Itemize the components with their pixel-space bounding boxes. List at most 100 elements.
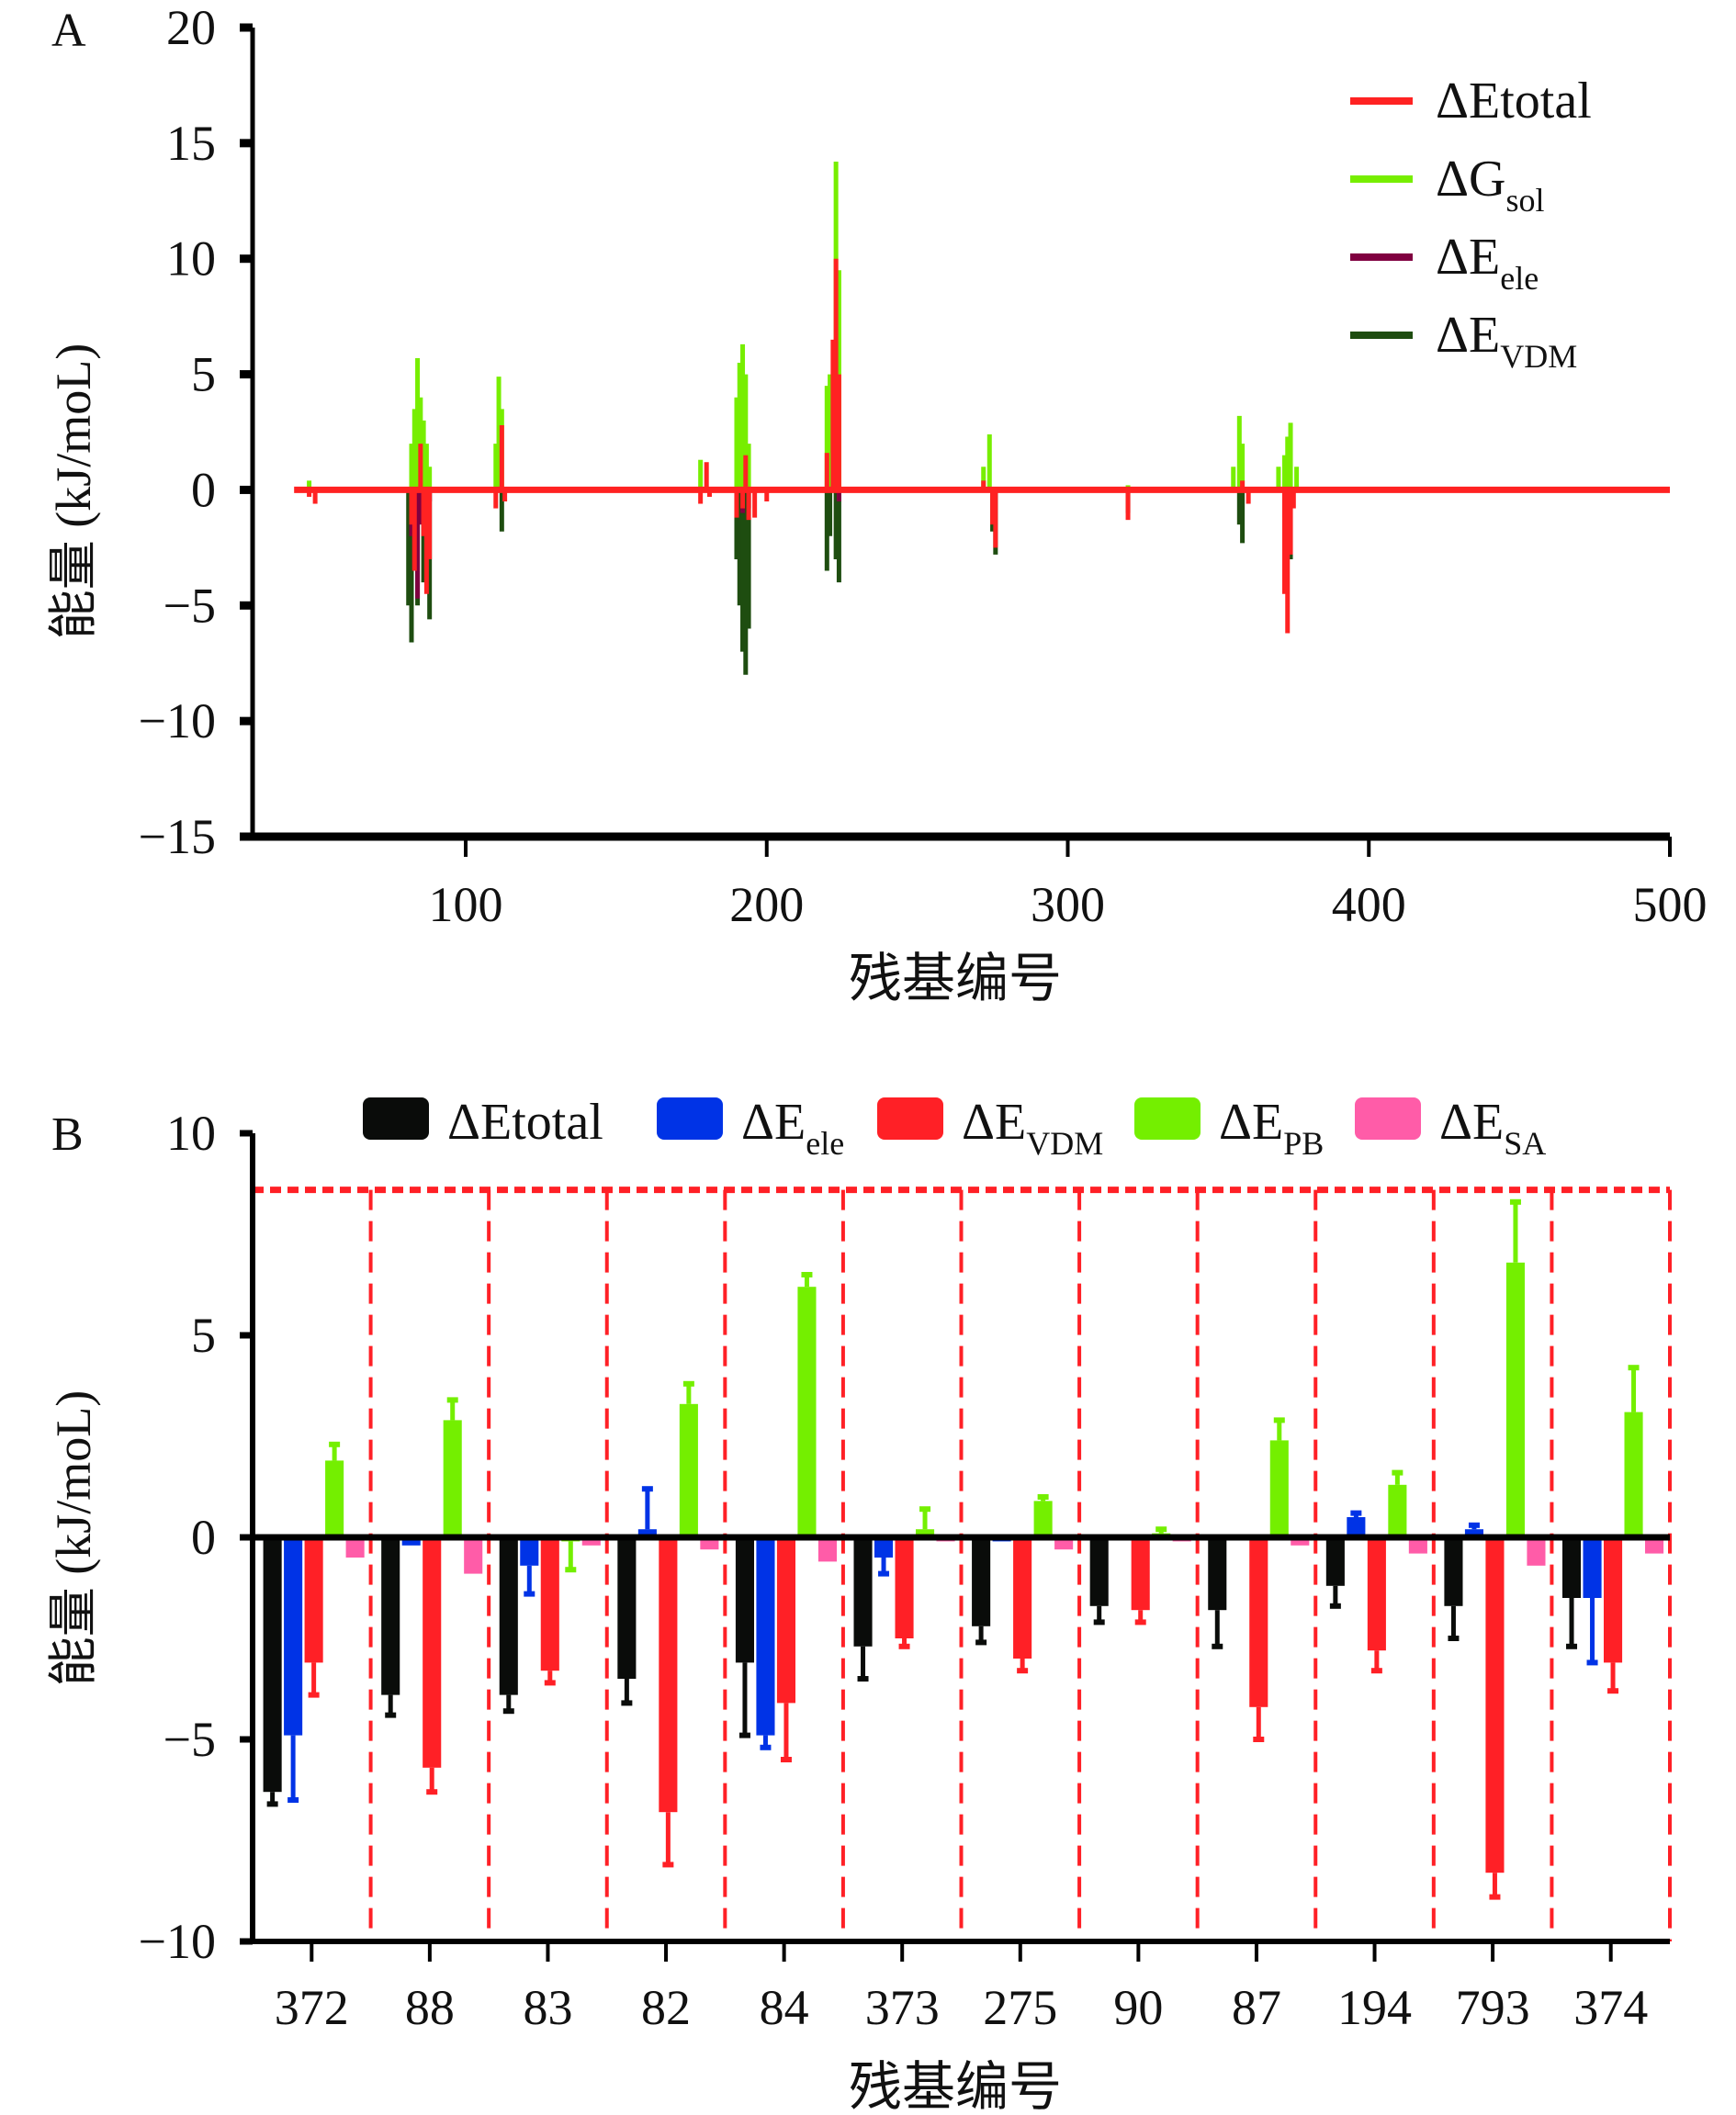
panel-b-bar bbox=[1347, 1517, 1366, 1537]
panel-b-bar bbox=[1269, 1440, 1289, 1537]
panel-a-y-tick-label: −10 bbox=[139, 693, 216, 748]
panel-b-group-84 bbox=[735, 1272, 838, 1762]
panel-b-bar bbox=[1408, 1537, 1427, 1554]
panel-b-bar bbox=[874, 1537, 894, 1558]
panel-b-bar bbox=[637, 1529, 657, 1537]
panel-b-y-tick-label: 10 bbox=[166, 1106, 216, 1161]
panel-b-bar bbox=[304, 1537, 323, 1663]
panel-b-bar bbox=[1388, 1484, 1407, 1537]
panel-b-legend-label-main: ΔE bbox=[1219, 1094, 1283, 1151]
panel-b-x-tick-label: 275 bbox=[983, 1980, 1057, 2035]
panel-b-legend-label-main: ΔE bbox=[1439, 1094, 1504, 1151]
panel-b-y-axis-label: 能量 (kJ/moL) bbox=[46, 1390, 101, 1686]
panel-b-bar bbox=[1367, 1537, 1386, 1651]
panel-b-bar bbox=[540, 1537, 559, 1671]
panel-a-legend-label-main: ΔEtotal bbox=[1436, 73, 1592, 129]
panel-b-group-275 bbox=[972, 1494, 1074, 1674]
panel-b-legend-label-main: ΔE bbox=[962, 1094, 1026, 1151]
panel-a-x-ticks: 100 200 300 400 500 bbox=[429, 837, 1708, 932]
panel-a-x-tick-label: 300 bbox=[1031, 877, 1105, 932]
panel-b-bar bbox=[423, 1537, 442, 1768]
panel-b-group-372 bbox=[263, 1441, 365, 1807]
panel-a-legend-label-main: ΔE bbox=[1436, 307, 1500, 364]
panel-b-bar bbox=[679, 1403, 698, 1537]
panel-b-group-83 bbox=[499, 1537, 601, 1715]
panel-b-legend-label-sub: VDM bbox=[1026, 1125, 1103, 1162]
panel-a-y-tick-label: 0 bbox=[191, 462, 216, 517]
panel-b-x-tick-label: 372 bbox=[275, 1980, 349, 2035]
panel-b-bar bbox=[659, 1537, 678, 1813]
panel-a-legend-label: ΔEtotal bbox=[1436, 73, 1592, 129]
panel-a-series-ΔEtotal bbox=[307, 258, 1296, 634]
panel-b-bar bbox=[1089, 1537, 1109, 1606]
panel-b-bar bbox=[499, 1537, 518, 1695]
panel-b-bar bbox=[756, 1537, 775, 1736]
panel-a-series bbox=[294, 161, 1670, 675]
panel-a-y-tick-label: 5 bbox=[191, 347, 216, 402]
panel-a-x-tick-label: 400 bbox=[1332, 877, 1406, 932]
panel-a-y-tick-label: −5 bbox=[163, 578, 216, 633]
panel-b-x-tick-label: 374 bbox=[1573, 1980, 1648, 2035]
panel-b-bar bbox=[464, 1537, 483, 1574]
panel-b-x-tick-label: 83 bbox=[523, 1980, 572, 2035]
panel-b-label: B bbox=[51, 1108, 84, 1161]
panel-b-legend-swatch bbox=[877, 1097, 943, 1140]
panel-b-axes bbox=[240, 1133, 1670, 1944]
panel-b-legend-swatch bbox=[1134, 1097, 1201, 1140]
panel-a-y-tick-label: 20 bbox=[166, 0, 216, 55]
panel-b-group-boxes bbox=[253, 1187, 1672, 1941]
panel-a-y-tick-label: −15 bbox=[139, 809, 216, 864]
panel-b-group-87 bbox=[1208, 1417, 1310, 1742]
panel-b-x-tick-label: 88 bbox=[405, 1980, 455, 2035]
panel-a-label: A bbox=[51, 5, 86, 57]
panel-b-x-axis-label: 残基编号 bbox=[849, 2057, 1062, 2115]
panel-a-y-axis-label: 能量 (kJ/moL) bbox=[46, 343, 101, 639]
panel-a-series-ΔEele bbox=[409, 489, 1291, 599]
panel-b-bar bbox=[381, 1537, 400, 1695]
panel-b-y-ticks: 10 5 0 −5 −10 bbox=[139, 1106, 253, 1969]
panel-b-bar bbox=[1624, 1412, 1643, 1537]
panel-b-y-tick-label: 0 bbox=[191, 1510, 216, 1565]
panel-b-legend-label-sub: ele bbox=[806, 1125, 844, 1162]
panel-b-group-373 bbox=[853, 1506, 955, 1682]
panel-b-x-tick-label: 84 bbox=[760, 1980, 809, 2035]
panel-b-bar bbox=[1527, 1537, 1546, 1566]
panel-b-legend-swatch bbox=[657, 1097, 723, 1140]
panel-a-legend-label: ΔEVDM bbox=[1436, 307, 1577, 375]
panel-b-bar bbox=[1249, 1537, 1268, 1707]
panel-a-x-tick-label: 200 bbox=[729, 877, 804, 932]
panel-a-y-tick-label: 15 bbox=[166, 116, 216, 171]
panel-b-legend-label-main: ΔEtotal bbox=[447, 1094, 603, 1151]
panel-b-legend-swatch bbox=[363, 1097, 429, 1140]
panel-b-bar bbox=[1208, 1537, 1227, 1611]
panel-b-bar bbox=[284, 1537, 303, 1736]
panel-b-x-tick-label: 90 bbox=[1113, 1980, 1163, 2035]
panel-a-legend-label-sub: sol bbox=[1505, 182, 1544, 219]
panel-b-bar bbox=[1561, 1537, 1582, 1598]
panel-b-legend-label: ΔEtotal bbox=[447, 1094, 603, 1151]
panel-a-x-tick-label: 100 bbox=[429, 877, 503, 932]
panel-b-bar bbox=[443, 1420, 462, 1537]
panel-a-x-tick-label: 500 bbox=[1633, 877, 1708, 932]
panel-b-bar bbox=[1325, 1537, 1345, 1586]
panel-b-bar bbox=[520, 1537, 539, 1566]
panel-b-bar bbox=[581, 1537, 601, 1546]
panel-a-legend-label: ΔGsol bbox=[1436, 151, 1544, 219]
panel-a-series-ΔGsol bbox=[307, 161, 1300, 490]
panel-b-bar bbox=[617, 1537, 637, 1679]
panel-b-group-90 bbox=[1089, 1526, 1191, 1626]
panel-b-legend-label-sub: PB bbox=[1283, 1125, 1324, 1162]
panel-b-bar bbox=[263, 1537, 282, 1793]
panel-a-legend-label-main: ΔE bbox=[1436, 229, 1500, 286]
panel-a-legend-label-main: ΔG bbox=[1436, 151, 1505, 208]
panel-b-bar bbox=[817, 1537, 838, 1562]
panel-b-x-tick-label: 793 bbox=[1456, 1980, 1530, 2035]
panel-b-bar bbox=[1033, 1501, 1053, 1537]
panel-b-bar bbox=[797, 1287, 817, 1537]
panel-b-bar bbox=[1464, 1529, 1483, 1537]
panel-b-group-88 bbox=[381, 1397, 483, 1795]
panel-b-legend-label: ΔEVDM bbox=[962, 1094, 1103, 1162]
panel-b-legend-swatch bbox=[1355, 1097, 1421, 1140]
panel-b-bar bbox=[1444, 1537, 1463, 1606]
